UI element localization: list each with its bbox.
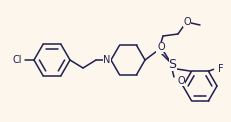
Text: O: O	[177, 76, 185, 86]
Text: O: O	[157, 42, 165, 52]
Text: O: O	[183, 17, 191, 27]
Text: F: F	[218, 64, 223, 74]
Text: S: S	[168, 58, 176, 71]
Text: N: N	[103, 55, 111, 65]
Text: Cl: Cl	[12, 55, 22, 65]
Text: N: N	[156, 44, 163, 54]
